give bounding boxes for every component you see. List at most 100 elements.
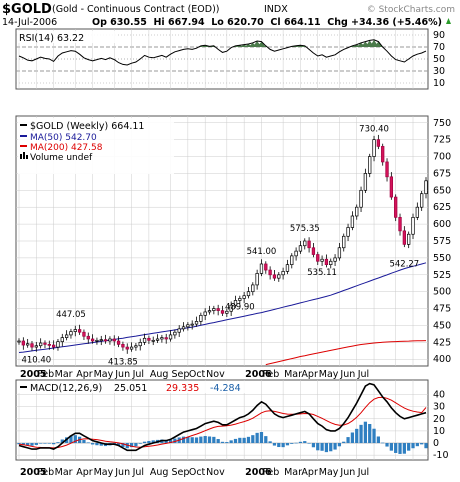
date-axis-label: Jul	[132, 467, 144, 478]
date-axis-label: May	[319, 467, 339, 478]
candle	[26, 343, 30, 346]
date-axis-label: Apr	[301, 369, 318, 380]
macd-histogram-bar	[142, 441, 147, 444]
macd-panel: MACD(12,26,9) 25.051 29.335 -4.284 40302…	[15, 379, 449, 461]
quote-date: 14-Jul-2006	[2, 17, 57, 28]
macd-histogram-bar	[69, 435, 73, 444]
candle	[381, 146, 385, 163]
macd-histogram-bar	[342, 441, 346, 444]
candle	[376, 139, 381, 147]
macd-signal-line	[18, 396, 427, 449]
volume-icon	[20, 152, 28, 159]
candle	[90, 338, 95, 342]
price-tick-label: 400	[433, 354, 451, 365]
date-axis-label: May	[319, 369, 339, 380]
macd-histogram-bar	[420, 443, 424, 445]
macd-histogram-bar	[329, 443, 333, 452]
macd-histogram-bar	[398, 443, 402, 454]
date-axis-label: Apr	[76, 369, 93, 380]
candle	[147, 337, 151, 341]
candle	[216, 308, 220, 311]
candle	[199, 314, 203, 322]
price-tick-label: 600	[433, 219, 451, 230]
candle	[424, 180, 428, 195]
candle	[268, 269, 272, 276]
price-tick-label: 650	[433, 185, 451, 196]
candle	[77, 329, 82, 333]
macd-histogram-bar	[186, 436, 190, 444]
candle	[402, 230, 406, 245]
macd-tick-label: -10	[433, 450, 449, 461]
candle	[203, 311, 207, 316]
macd-histogram-bar	[264, 436, 268, 444]
candle	[112, 338, 116, 342]
candle	[350, 215, 355, 228]
candle	[246, 291, 251, 297]
macd-histogram-bar	[43, 443, 47, 444]
macd-histogram-bar	[272, 443, 277, 446]
price-tick-label: 475	[433, 304, 451, 315]
macd-histogram-bar	[52, 443, 56, 445]
candle	[134, 345, 138, 348]
macd-histogram-bar	[363, 421, 368, 444]
price-tick-label: 500	[433, 287, 451, 298]
candle	[255, 273, 259, 286]
date-axis-label: Nov	[206, 369, 225, 380]
candle	[99, 339, 103, 341]
candle	[342, 235, 346, 249]
price-annotation: 541.00	[247, 247, 277, 257]
candle	[277, 274, 281, 279]
candle	[398, 217, 402, 232]
macd-histogram-bar	[164, 440, 168, 444]
candle	[303, 240, 307, 247]
macd-histogram-bar	[333, 443, 337, 450]
date-axis-label: Jul	[357, 467, 369, 478]
candle	[307, 240, 311, 249]
macd-histogram-bar	[39, 443, 43, 444]
macd-histogram-value: -4.284	[210, 383, 241, 394]
macd-histogram-bar	[229, 440, 233, 444]
up-triangle-icon	[446, 18, 451, 24]
macd-histogram-bar	[134, 443, 138, 447]
macd-histogram-bar	[86, 442, 90, 444]
candle	[64, 334, 69, 338]
macd-histogram-bar	[346, 437, 350, 444]
macd-histogram-bar	[168, 439, 173, 444]
candle	[69, 331, 73, 336]
candle	[329, 260, 333, 265]
macd-histogram-bar	[181, 436, 186, 444]
macd-histogram-bar	[290, 443, 294, 444]
candle	[51, 344, 56, 348]
macd-histogram-bar	[190, 437, 194, 444]
candle	[259, 263, 264, 274]
date-axis-label: Jun	[114, 369, 130, 380]
price-tick-label: 725	[433, 135, 451, 146]
macd-histogram-bar	[82, 439, 86, 444]
macd-histogram-bar	[359, 424, 363, 444]
price-tick-label: 575	[433, 236, 451, 247]
macd-frame	[15, 379, 429, 461]
legend-ma50: MA(50) 542.70	[30, 133, 97, 143]
candle	[177, 328, 181, 333]
macd-histogram-bar	[255, 432, 259, 444]
rsi-line	[18, 39, 427, 66]
date-axis-label: Sep	[172, 369, 190, 380]
candle	[272, 274, 277, 279]
macd-histogram-bar	[385, 443, 389, 447]
price-annotation: 489.90	[225, 303, 255, 313]
macd-histogram-bar	[389, 443, 393, 451]
candle	[372, 139, 376, 157]
date-axis-label: Mar	[284, 467, 302, 478]
candle	[95, 339, 99, 342]
rsi-overbought-fill	[198, 39, 383, 47]
macd-histogram-bar	[216, 439, 220, 444]
macd-histogram-bar	[251, 435, 255, 444]
candle	[173, 331, 177, 336]
macd-signal-value: 29.335	[166, 383, 199, 394]
macd-tick-label: 20	[433, 414, 445, 425]
macd-histogram-bar	[173, 438, 177, 444]
macd-histogram-bar	[203, 436, 207, 444]
date-axis-label: Feb	[262, 369, 279, 380]
candle	[212, 308, 216, 311]
